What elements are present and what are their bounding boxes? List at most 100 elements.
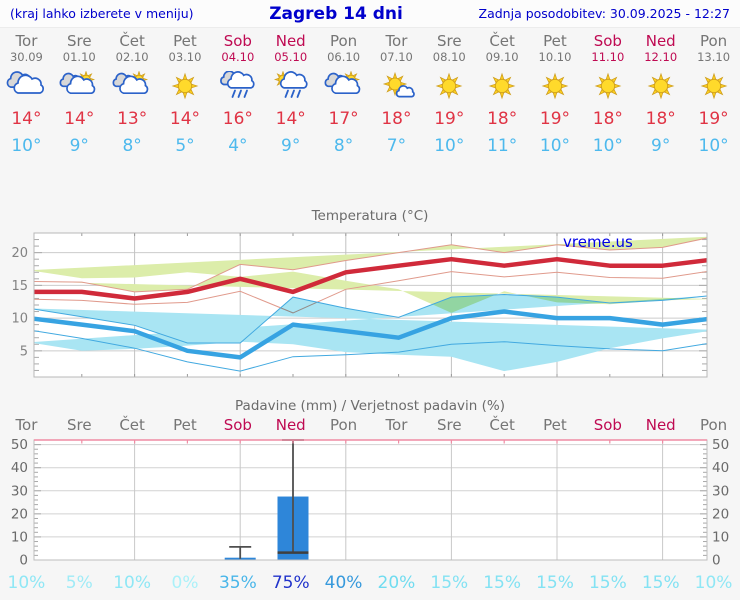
temp-axis-label: 20 [11, 246, 28, 261]
mostly-sunny-icon [383, 71, 416, 98]
precipitation-bar [224, 557, 256, 560]
precipitation-probability: 0% [171, 573, 199, 593]
min-temperature: 10° [434, 136, 465, 156]
weather-icon-cell [106, 67, 159, 105]
max-temperature: 19° [698, 109, 729, 129]
day-column: Sre 08.10 19° 10° [423, 33, 476, 157]
day-date: 06.10 [327, 50, 361, 64]
precipitation-probability: 15% [641, 573, 680, 593]
min-temperature: 10° [11, 136, 42, 156]
precipitation-probability: 75% [271, 573, 310, 593]
weather-icon-cell [159, 67, 212, 105]
precip-day-label: Čet [489, 416, 515, 434]
precip-day-label: Tor [15, 416, 38, 434]
day-column: Tor 07.10 18° 7° [370, 33, 423, 157]
precipitation-probability: 35% [218, 573, 257, 593]
day-date: 10.10 [538, 50, 572, 64]
precip-day-label: Pon [329, 416, 358, 434]
min-temperature: 8° [122, 136, 142, 156]
min-temperature: 5° [175, 136, 195, 156]
sunny-icon [171, 72, 199, 100]
precip-day-label: Sre [436, 416, 462, 434]
precipitation-probability: 15% [483, 573, 522, 593]
max-temperature: 13° [117, 109, 148, 129]
day-column: Pet 10.10 19° 10° [529, 33, 582, 157]
precip-axis-label-right: 50 [712, 437, 729, 453]
precipitation-probability: 15% [588, 573, 627, 593]
watermark: vreme.us [563, 233, 633, 251]
location-hint: (kraj lahko izberete v meniju) [10, 6, 194, 21]
page-title: Zagreb 14 dni [269, 3, 403, 24]
precip-axis-label-left: 20 [11, 506, 28, 522]
precip-axis-label-left: 50 [11, 437, 28, 453]
partly-cloudy-icon [112, 71, 149, 95]
precip-axis-label-left: 30 [11, 483, 28, 499]
max-temperature: 18° [592, 109, 623, 129]
precipitation-probability: 20% [377, 573, 416, 593]
precip-day-label: Sob [223, 416, 252, 434]
day-name: Sob [593, 32, 622, 50]
max-temperature: 18° [645, 109, 676, 129]
partly-cloudy-icon [324, 71, 360, 95]
weather-icon-cell [423, 67, 476, 105]
precip-day-label: Ned [275, 416, 306, 434]
weather-icon-cell [53, 67, 106, 105]
day-name: Čet [119, 32, 145, 50]
min-temperature: 8° [333, 136, 354, 156]
day-name: Sre [66, 32, 92, 50]
temperature-chart-title: Temperatura (°C) [311, 208, 429, 224]
day-column: Pon 06.10 17° 8° [317, 33, 370, 157]
day-name: Tor [385, 32, 408, 50]
day-column: Ned 05.10 14° 9° [264, 33, 317, 157]
min-temperature: 10° [592, 136, 623, 156]
min-temperature: 9° [281, 136, 301, 156]
temp-axis-label: 15 [11, 279, 28, 294]
max-temperature: 19° [539, 109, 571, 129]
precipitation-probability: 40% [324, 573, 363, 593]
day-date: 03.10 [168, 50, 202, 64]
day-name: Pon [329, 32, 358, 50]
precip-axis-label-left: 10 [11, 529, 28, 545]
max-temperature: 17° [328, 109, 359, 129]
temp-axis-label: 10 [11, 312, 28, 327]
day-name: Pet [543, 32, 567, 50]
min-temperature: 9° [651, 136, 671, 156]
sunny-icon [700, 72, 727, 100]
day-column: Sob 11.10 18° 10° [581, 33, 634, 157]
day-date: 01.10 [62, 50, 96, 64]
precipitation-chart: 0 0 10 10 20 20 30 30 40 40 50 50 [11, 437, 729, 569]
weather-icon-cell [211, 67, 264, 105]
forecast-strip: Tor 30.09 14° 10° Sre 01.10 14° 9° Čet 02.10 13° 8°… [0, 28, 740, 157]
precipitation-probability: 10% [694, 573, 733, 593]
precipitation-day-labels: Tor Sre Čet Pet Sob Ned Pon Tor Sre Čet Pet Sob Ned P… [0, 416, 740, 436]
sun-rain-icon [273, 71, 308, 98]
weather-icon-cell [687, 67, 740, 105]
precip-axis-label-right: 0 [712, 553, 721, 569]
day-column: Čet 09.10 18° 11° [476, 33, 529, 157]
day-date: 05.10 [274, 50, 308, 64]
sunny-icon [541, 72, 569, 100]
min-temperature: 11° [487, 136, 518, 156]
precip-axis-label-right: 40 [712, 460, 729, 476]
precipitation-probability: 10% [113, 573, 152, 593]
day-date: 11.10 [591, 50, 625, 64]
day-date: 08.10 [432, 50, 466, 64]
max-temperature: 19° [434, 109, 465, 129]
max-temperature: 14° [11, 109, 42, 129]
day-date: 13.10 [697, 50, 731, 64]
precip-day-label: Pet [543, 416, 567, 434]
day-column: Pet 03.10 14° 5° [159, 33, 212, 157]
day-date: 07.10 [379, 50, 413, 64]
day-date: 30.09 [9, 50, 43, 64]
day-name: Pet [173, 32, 197, 50]
day-column: Sob 04.10 16° 4° [211, 33, 264, 157]
page-header: (kraj lahko izberete v meniju) Zagreb 14… [0, 0, 740, 28]
min-temperature: 10° [539, 136, 571, 156]
temperature-chart: 5 10 15 20 vreme.us [11, 232, 708, 378]
weather-icon-cell [634, 67, 687, 105]
max-temperature: 14° [275, 109, 306, 129]
day-name: Tor [15, 32, 38, 50]
precipitation-probability: 15% [536, 573, 574, 593]
weather-icon-cell [0, 67, 53, 105]
sunny-icon [647, 72, 675, 100]
